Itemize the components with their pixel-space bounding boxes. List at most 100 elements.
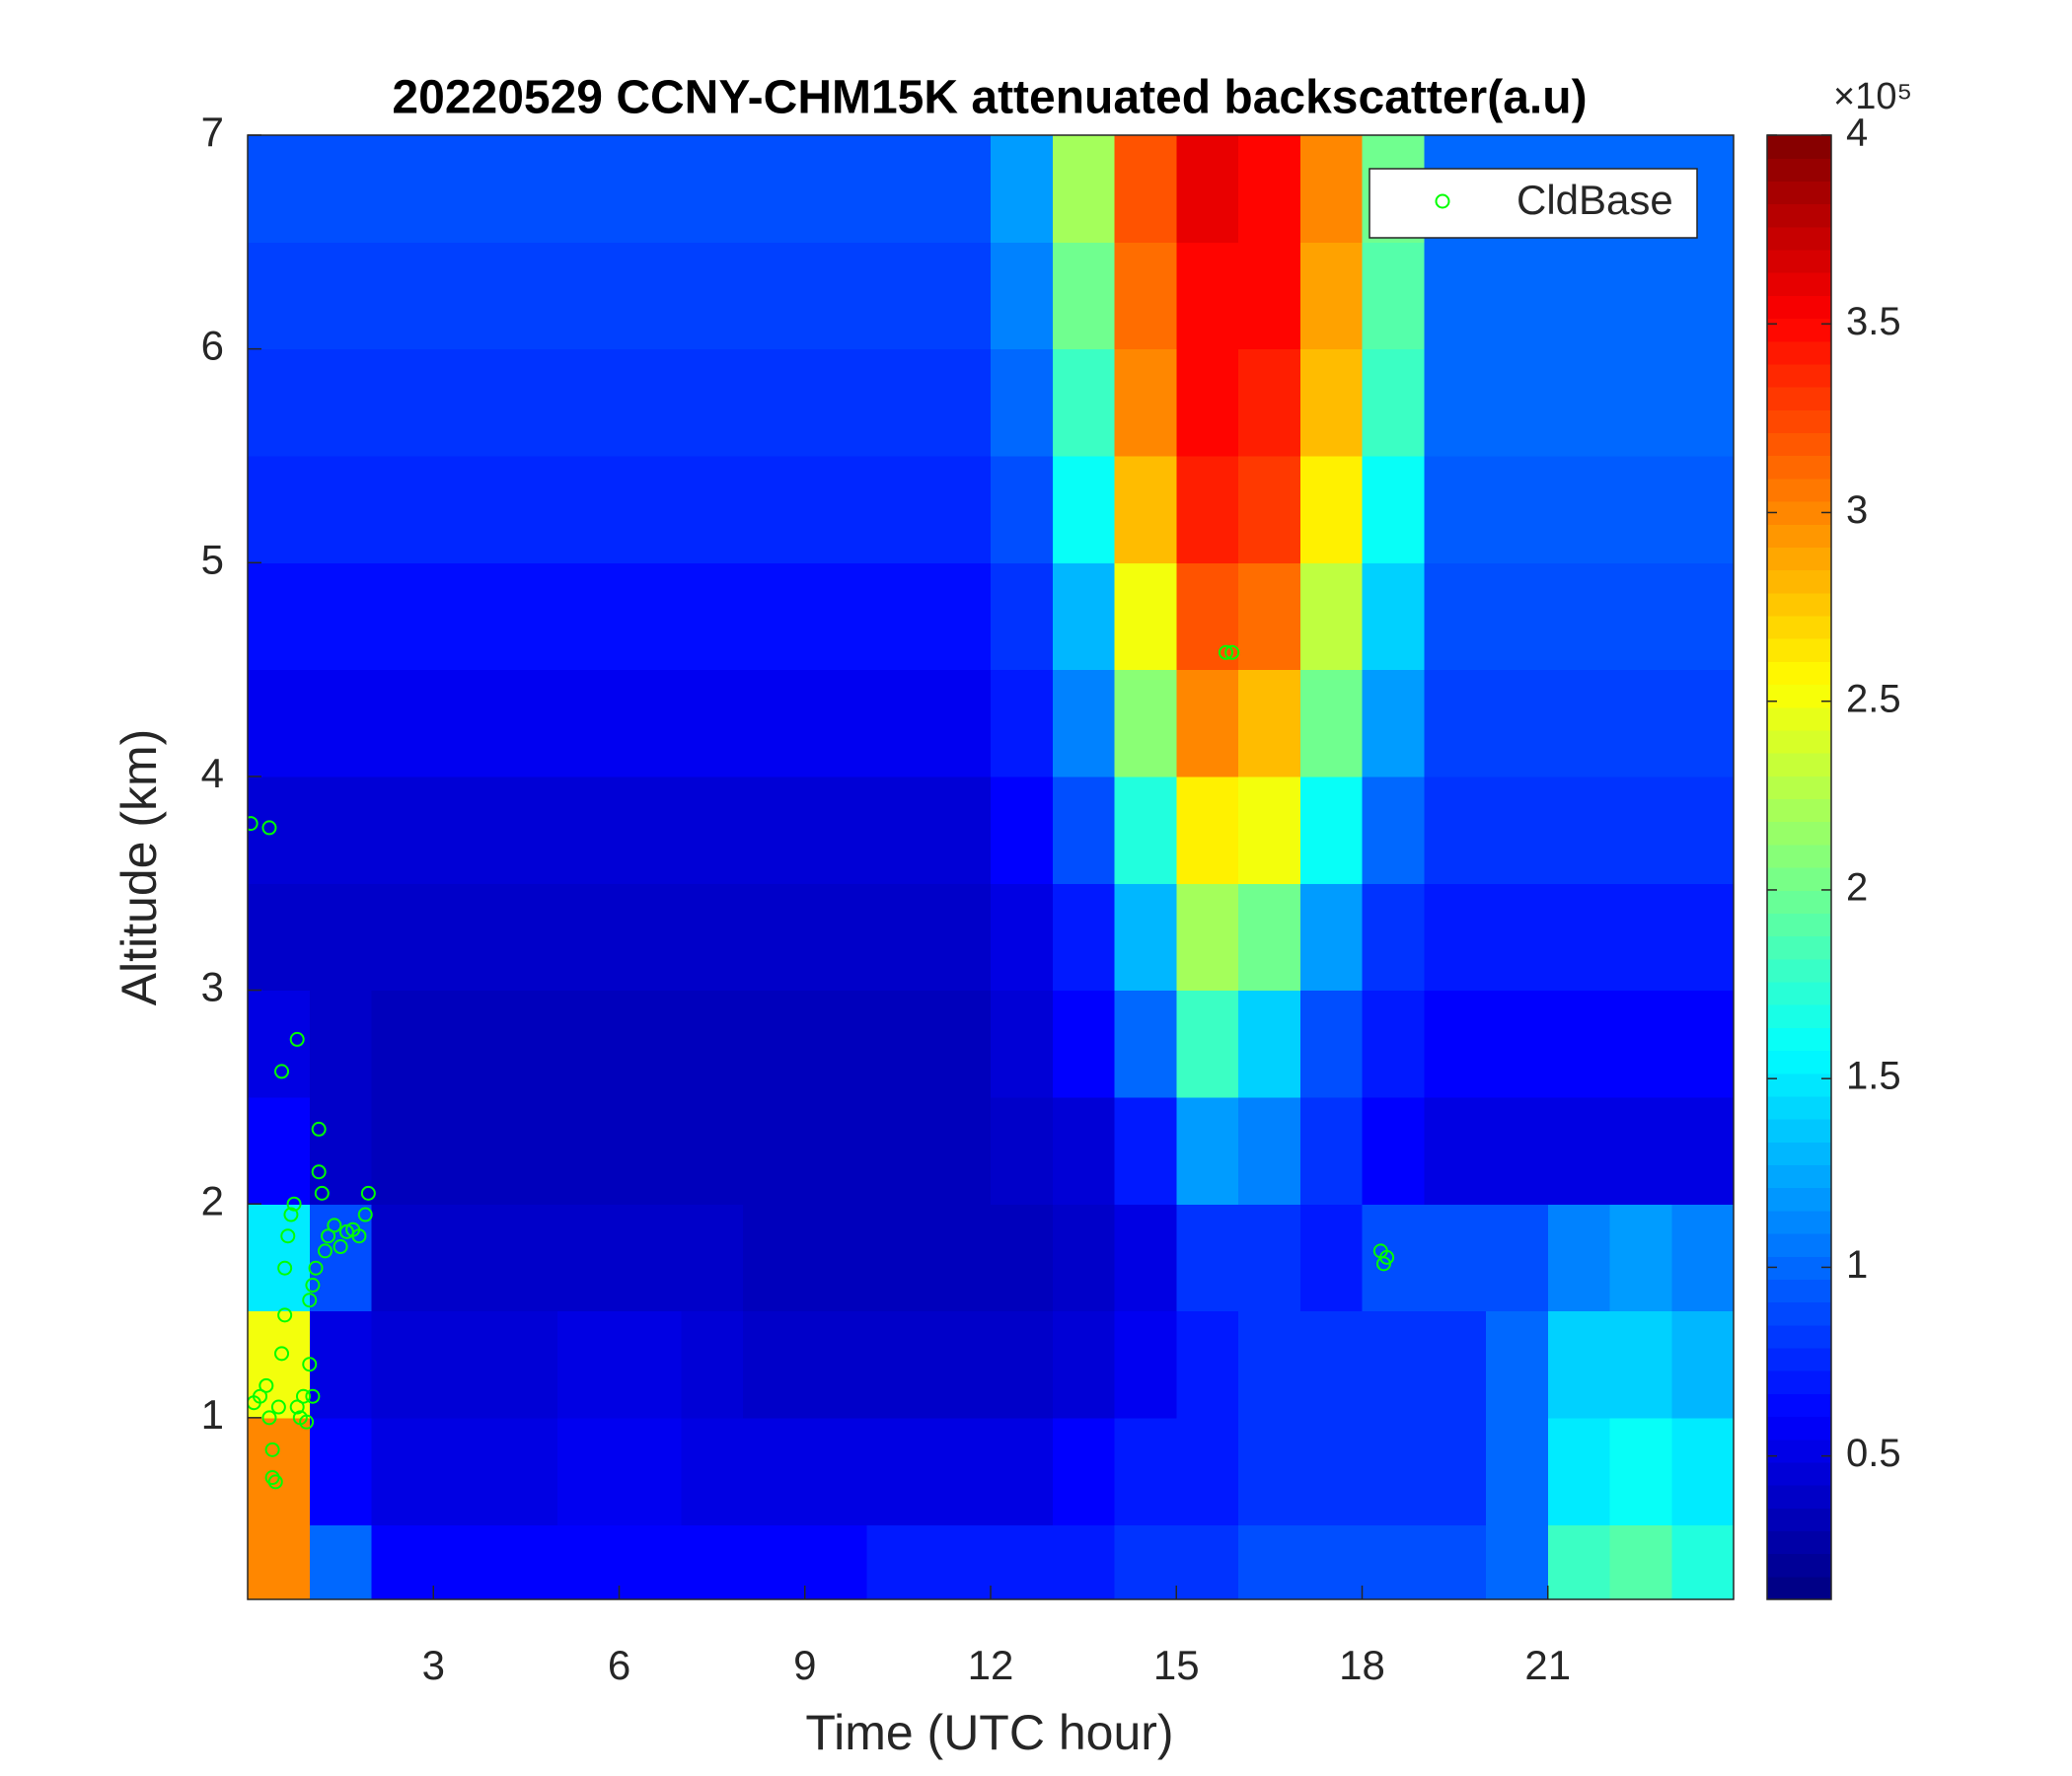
colorbar-step xyxy=(1767,1508,1831,1532)
heatmap-cell xyxy=(743,1417,806,1525)
colorbar-step xyxy=(1767,1164,1831,1189)
heatmap-cell xyxy=(1424,242,1487,350)
heatmap-cell xyxy=(681,135,744,243)
heatmap-cell xyxy=(1176,883,1239,992)
heatmap-cell xyxy=(991,562,1054,671)
cloud-base-point xyxy=(360,1185,376,1201)
heatmap-cell xyxy=(743,1524,806,1599)
heatmap-cell xyxy=(619,1417,682,1525)
heatmap-cell xyxy=(804,883,868,992)
colorbar-step xyxy=(1767,318,1831,342)
heatmap-cell xyxy=(309,883,373,992)
heatmap-cell xyxy=(371,1096,434,1205)
heatmap-cell xyxy=(991,1417,1054,1525)
heatmap-cell xyxy=(866,776,929,884)
y-tick-label: 2 xyxy=(201,1177,224,1223)
heatmap-cell xyxy=(1176,1417,1239,1525)
heatmap-cell xyxy=(1238,1310,1301,1419)
heatmap-cell xyxy=(1671,776,1734,884)
heatmap-cell xyxy=(1362,990,1425,1098)
heatmap-cell xyxy=(1052,242,1116,350)
colorbar-step xyxy=(1767,501,1831,525)
heatmap-cell xyxy=(1299,669,1364,777)
heatmap-cell xyxy=(556,135,621,243)
heatmap-cell xyxy=(1547,990,1611,1098)
heatmap-cell xyxy=(1547,883,1611,992)
colorbar-step xyxy=(1767,203,1831,228)
heatmap-cell xyxy=(991,455,1054,563)
colorbar-step xyxy=(1767,1370,1831,1394)
colorbar-step xyxy=(1767,432,1831,457)
heatmap-cell xyxy=(495,1417,558,1525)
heatmap xyxy=(248,135,1734,1599)
y-axis-label: Altitude (km) xyxy=(111,729,167,1006)
heatmap-cell xyxy=(1362,455,1425,563)
heatmap-cell xyxy=(743,1204,806,1312)
heatmap-cell xyxy=(928,1417,992,1525)
colorbar-step xyxy=(1767,363,1831,388)
heatmap-cell xyxy=(1609,1524,1672,1599)
heatmap-cell xyxy=(866,1204,929,1312)
colorbar-step xyxy=(1767,1576,1831,1600)
heatmap-cell xyxy=(866,562,929,671)
heatmap-cell xyxy=(1671,990,1734,1098)
heatmap-cell xyxy=(1299,1204,1364,1312)
x-tick-label: 15 xyxy=(1153,1642,1200,1688)
heatmap-cell xyxy=(619,776,682,884)
heatmap-cell xyxy=(309,135,373,243)
heatmap-cell xyxy=(248,348,311,457)
heatmap-cell xyxy=(1176,990,1239,1098)
colorbar-step xyxy=(1767,1530,1831,1555)
heatmap-cell xyxy=(866,1417,929,1525)
heatmap-cell xyxy=(928,135,992,243)
cloud-base-point xyxy=(264,1470,280,1486)
colorbar-step xyxy=(1767,181,1831,205)
y-tick-label: 1 xyxy=(201,1391,224,1438)
cloud-base-point xyxy=(351,1228,367,1244)
heatmap-cell xyxy=(433,990,496,1098)
heatmap-cell xyxy=(433,669,496,777)
heatmap-cell xyxy=(991,348,1054,457)
heatmap-cell xyxy=(1238,883,1301,992)
heatmap-cell xyxy=(433,1417,496,1525)
heatmap-cell xyxy=(866,1096,929,1205)
heatmap-cell xyxy=(1547,776,1611,884)
colorbar-step xyxy=(1767,524,1831,548)
colorbar-step xyxy=(1767,935,1831,960)
heatmap-cell xyxy=(371,455,434,563)
heatmap-cell xyxy=(1362,348,1425,457)
cloud-base-point xyxy=(333,1239,348,1255)
heatmap-cell xyxy=(1671,1096,1734,1205)
heatmap-cell xyxy=(1609,562,1672,671)
heatmap-cell xyxy=(309,1417,373,1525)
colorbar-tick-label: 0.5 xyxy=(1846,1432,1901,1475)
heatmap-cell xyxy=(1299,776,1364,884)
colorbar-step xyxy=(1767,1027,1831,1052)
heatmap-cell xyxy=(1547,1417,1611,1525)
heatmap-cell xyxy=(1238,135,1301,243)
heatmap-cell xyxy=(371,776,434,884)
heatmap-cell xyxy=(866,669,929,777)
heatmap-cell xyxy=(804,776,868,884)
cloud-base-point xyxy=(314,1185,330,1201)
colorbar-step xyxy=(1767,615,1831,639)
heatmap-cell xyxy=(1424,1417,1487,1525)
heatmap-cell xyxy=(804,1096,868,1205)
heatmap-cell xyxy=(1671,1524,1734,1599)
heatmap-cell xyxy=(433,776,496,884)
cloud-base-point xyxy=(327,1218,342,1233)
heatmap-cell xyxy=(804,348,868,457)
heatmap-cell xyxy=(1299,1096,1364,1205)
heatmap-cell xyxy=(1114,1417,1177,1525)
heatmap-cell xyxy=(1114,1204,1177,1312)
heatmap-cell xyxy=(991,1524,1054,1599)
colorbar-step xyxy=(1767,1393,1831,1418)
y-tick-label: 5 xyxy=(201,536,224,582)
heatmap-cell xyxy=(1547,562,1611,671)
heatmap-cell xyxy=(1486,990,1549,1098)
heatmap-cell xyxy=(1424,455,1487,563)
heatmap-cell xyxy=(928,883,992,992)
cloud-base-point xyxy=(1379,1249,1395,1265)
heatmap-cell xyxy=(1299,1524,1364,1599)
heatmap-cell xyxy=(1609,669,1672,777)
